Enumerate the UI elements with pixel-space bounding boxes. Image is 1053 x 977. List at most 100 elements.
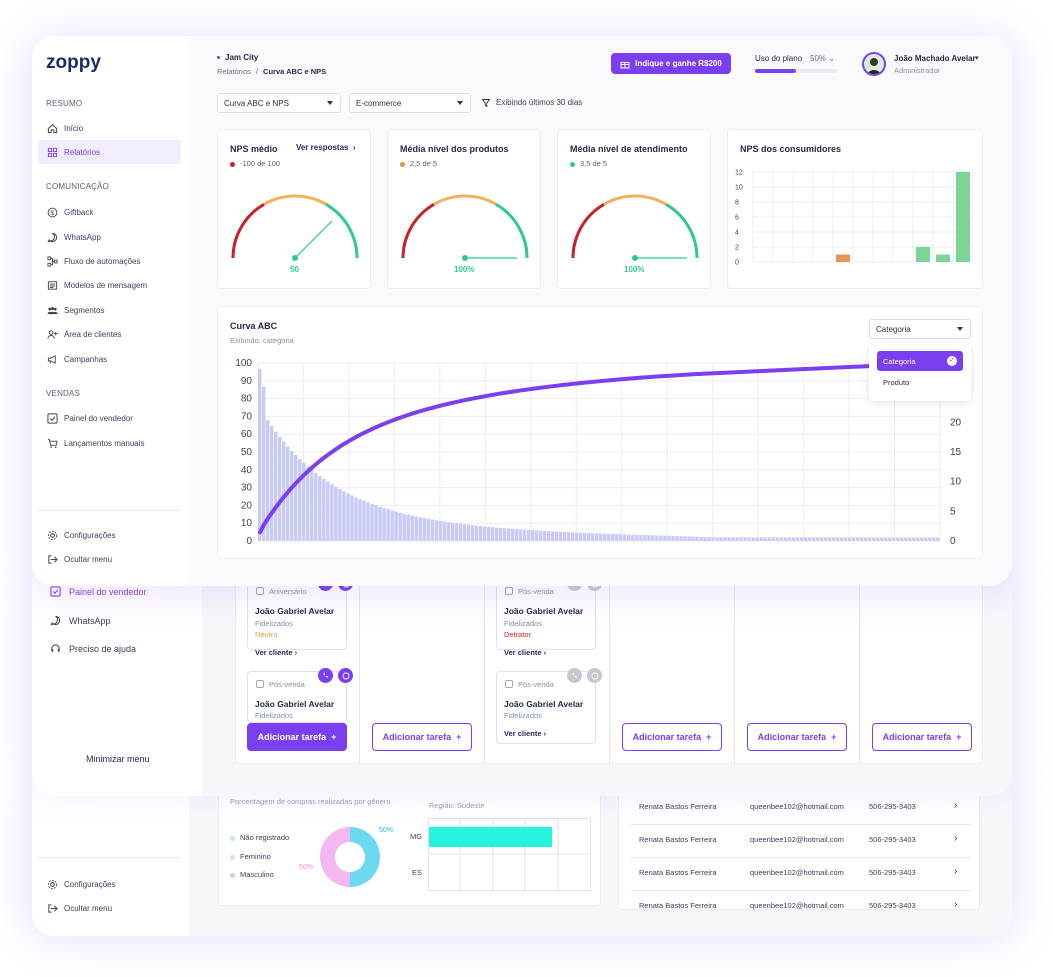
abc-bar [478, 526, 483, 541]
report-select[interactable]: Curva ABC e NPS [217, 93, 341, 113]
abc-bar [883, 537, 888, 541]
middle-nav-painel[interactable]: Painel do vendedor [50, 586, 147, 597]
client-email: queenbee102@hotmail.com [750, 835, 844, 844]
abc-select[interactable]: Categoria [869, 319, 971, 339]
add-task-button-2[interactable]: Adicionar tarefa + [372, 723, 472, 751]
abc-bar [871, 537, 876, 541]
abc-bar [919, 537, 924, 541]
abc-bar [422, 518, 426, 541]
abc-bar [326, 481, 330, 541]
region-label-mg: MG [410, 832, 423, 841]
abc-bar [330, 484, 334, 541]
abc-dropdown-menu: Categoria ✓ Produto [869, 343, 971, 401]
chevron-right-icon[interactable]: › [954, 899, 958, 910]
whatsapp-icon [591, 672, 598, 679]
sidebar-item-giftback[interactable]: $ Giftback [46, 200, 93, 224]
sidebar-item-whatsapp[interactable]: WhatsApp [46, 225, 101, 249]
kpi-nps-legend: -100 de 100 [230, 159, 280, 168]
abc-bar [795, 537, 799, 541]
client-row[interactable]: Renata Bastos Ferreira queenbee102@hotmai… [619, 792, 979, 822]
add-task-button-5[interactable]: Adicionar tarefa + [872, 723, 972, 751]
sidebar-item-configuracoes-bottom[interactable]: Configurações [46, 872, 116, 896]
y-left-tick: 40 [241, 465, 253, 476]
ver-respostas-link[interactable]: Ver respostas › [296, 143, 356, 152]
abc-subtitle: Exibindo: categoria [230, 336, 294, 345]
chat-button-disabled[interactable] [587, 668, 602, 683]
chevron-right-icon[interactable]: › [954, 833, 958, 844]
chevron-right-icon[interactable]: › [954, 800, 958, 811]
add-user-icon [47, 329, 58, 339]
period-filter[interactable]: Exibindo últimos 30 dias [482, 98, 582, 107]
nps-bar [916, 247, 930, 262]
chevron-right-icon[interactable]: › [954, 866, 958, 877]
call-button[interactable] [318, 668, 333, 683]
abc-bar [659, 535, 663, 541]
abc-bar [903, 537, 908, 541]
sidebar-item-segmentos[interactable]: Segmentos [46, 298, 104, 322]
dollar-icon: $ [47, 207, 58, 217]
middle-nav-ajuda[interactable]: Preciso de ajuda [50, 643, 136, 654]
grid-icon [47, 147, 58, 157]
abc-bar [675, 536, 679, 541]
sidebar-item-area-clientes[interactable]: Área de clientes [46, 322, 121, 346]
abc-bar [390, 510, 394, 541]
ver-cliente-link[interactable]: Ver cliente › [504, 648, 547, 657]
middle-nav-whatsapp[interactable]: WhatsApp [50, 615, 111, 626]
sidebar-item-relatorios[interactable]: Relatórios [46, 140, 100, 164]
referral-button[interactable]: Indique e ganhe R$200 [611, 53, 731, 74]
megaphone-icon [47, 354, 56, 364]
sidebar-item-ocultar[interactable]: Ocultar menu [46, 547, 112, 571]
task-checkbox[interactable] [505, 680, 513, 688]
minimize-menu[interactable]: Minimizar menu [86, 754, 150, 764]
abc-bar [294, 455, 298, 541]
dropdown-option-categoria[interactable]: Categoria ✓ [877, 351, 963, 371]
abc-bar [374, 505, 378, 541]
abc-bar [935, 537, 940, 541]
abc-bar [346, 493, 350, 541]
abc-bar [314, 473, 318, 541]
client-row[interactable]: Renata Bastos Ferreira queenbee102@hotmai… [619, 858, 979, 888]
gender-donut [320, 827, 380, 887]
client-row[interactable]: Renata Bastos Ferreira queenbee102@hotmai… [619, 825, 979, 855]
y-tick-label: 6 [735, 215, 739, 222]
sidebar-item-ocultar-bottom[interactable]: Ocultar menu [46, 896, 112, 920]
dropdown-option-produto[interactable]: Produto [883, 378, 910, 387]
task-card-4[interactable]: Pós-venda João Gabriel Avelar Fidelizado… [496, 671, 596, 744]
sidebar-item-modelos[interactable]: Modelos de mensagem [46, 273, 147, 297]
chat-button[interactable] [338, 668, 353, 683]
add-task-button-1[interactable]: Adicionar tarefa + [247, 723, 347, 751]
abc-bar [627, 534, 631, 541]
segment-select[interactable]: E-commerce [349, 93, 471, 113]
abc-bar [450, 522, 454, 541]
nps-bar [936, 254, 950, 262]
abc-bar [590, 533, 595, 541]
sidebar-item-fluxo[interactable]: Fluxo de automações [46, 249, 141, 273]
task-checkbox[interactable] [505, 587, 513, 595]
add-task-button-4[interactable]: Adicionar tarefa + [747, 723, 847, 751]
client-row[interactable]: Renata Bastos Ferreira queenbee102@hotmai… [619, 891, 979, 921]
avatar[interactable] [862, 52, 886, 76]
sidebar-item-relatorios-active[interactable] [38, 140, 181, 164]
kpi-atendimento-value: 100% [624, 265, 645, 274]
task-checkbox[interactable] [256, 587, 264, 595]
ver-cliente-link[interactable]: Ver cliente › [255, 648, 298, 657]
sidebar-item-lancamentos[interactable]: Lançamentos manuais [46, 431, 145, 455]
abc-bar [835, 537, 840, 541]
task-checkbox[interactable] [256, 680, 264, 688]
call-button-disabled[interactable] [567, 668, 582, 683]
client-name: Renata Bastos Ferreira [639, 802, 717, 811]
region-chart [428, 818, 591, 891]
nps-bar [836, 254, 850, 262]
sidebar-item-campanhas[interactable]: Campanhas [46, 347, 107, 371]
user-menu-caret[interactable]: ▾ [975, 55, 979, 62]
add-task-button-3[interactable]: Adicionar tarefa + [622, 723, 722, 751]
ver-cliente-link[interactable]: Ver cliente › [504, 729, 547, 738]
sidebar-item-configuracoes[interactable]: Configurações [46, 523, 116, 547]
plan-value[interactable]: 50% ⌄ [810, 54, 835, 63]
kpi-nps-value: 50 [290, 265, 299, 274]
sidebar-item-painel[interactable]: Painel do vendedor [46, 406, 133, 430]
abc-bar [594, 533, 599, 541]
flow-icon [47, 255, 58, 267]
sidebar-item-inicio[interactable]: Início [46, 116, 83, 140]
breadcrumb-root[interactable]: Relatórios [217, 67, 251, 76]
